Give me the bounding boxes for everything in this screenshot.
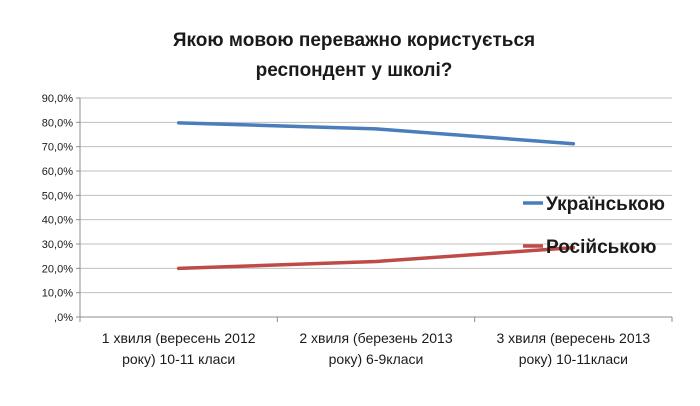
x-tick-label-line: року) 10-11 класи — [122, 351, 235, 367]
y-axis: ,0% 10,0% 20,0% 30,0% 40,0% 50,0% 60,0% 70,0% 80… — [42, 93, 81, 324]
series-line-1 — [176, 121, 576, 146]
y-tick-label: 40,0% — [42, 215, 73, 227]
x-tick-label: 2 хвиля (березень 2013 року) 6-9класи — [299, 330, 452, 367]
x-axis: 1 хвиля (вересень 2012 року) 10-11 класи 2… — [79, 316, 673, 367]
data-point — [374, 260, 378, 264]
y-tick-label: ,0% — [54, 312, 73, 324]
y-tick-label: 10,0% — [42, 288, 73, 300]
x-tick-label: 1 хвиля (вересень 2012 року) 10-11 класи — [102, 330, 256, 367]
chart-title-line-1: Якою мовою переважно користується — [173, 30, 535, 51]
chart-title-line-2: респондент у школі? — [256, 60, 453, 81]
y-tick-label: 20,0% — [42, 263, 73, 275]
data-point — [571, 142, 575, 146]
legend-label: Українською — [546, 194, 665, 215]
data-point — [571, 246, 575, 250]
legend-label: Російською — [546, 237, 656, 258]
x-tick-label: 3 хвиля (вересень 2013 року) 10-11класи — [496, 330, 650, 367]
chart-title: Якою мовою переважно користується респон… — [173, 30, 535, 81]
x-tick-label-line: 2 хвиля (березень 2013 — [299, 330, 452, 346]
y-tick-label: 90,0% — [42, 93, 73, 105]
y-tick-label: 50,0% — [42, 190, 73, 202]
y-tick-label: 30,0% — [42, 239, 73, 251]
data-point — [177, 121, 181, 125]
x-tick-label-line: 3 хвиля (вересень 2013 — [496, 330, 650, 346]
data-point — [177, 266, 181, 270]
series-line-2 — [176, 245, 576, 271]
legend: Українською Російською — [523, 194, 665, 258]
x-tick-label-line: року) 10-11класи — [519, 351, 628, 367]
data-point — [374, 127, 378, 131]
x-tick-label-line: 1 хвиля (вересень 2012 — [102, 330, 256, 346]
y-tick-label: 70,0% — [42, 142, 73, 154]
series-lines — [176, 121, 576, 271]
y-tick-label: 60,0% — [42, 166, 73, 178]
x-tick-label-line: року) 6-9класи — [329, 351, 424, 367]
y-tick-label: 80,0% — [42, 117, 73, 129]
